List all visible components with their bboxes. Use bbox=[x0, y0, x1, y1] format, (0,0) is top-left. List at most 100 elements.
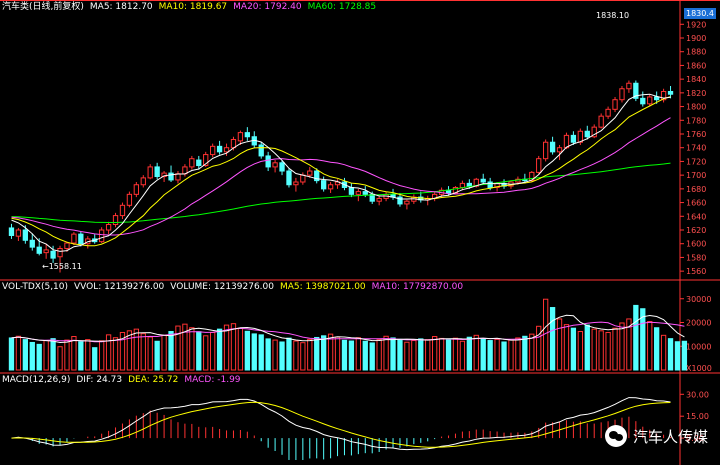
vol-ma10-label: MA10: 17792870.00 bbox=[371, 282, 464, 292]
candle-up bbox=[223, 147, 230, 153]
candle-up bbox=[105, 224, 112, 231]
candle-up bbox=[43, 249, 49, 254]
volume-bar bbox=[390, 337, 396, 371]
candle-up bbox=[307, 170, 313, 176]
candle-down bbox=[369, 193, 375, 202]
price-ytick-label: 1660 bbox=[686, 199, 706, 208]
price-ytick-label: 1680 bbox=[686, 185, 706, 194]
price-ytick-label: 1580 bbox=[686, 253, 706, 262]
candle-up bbox=[459, 182, 466, 188]
volume-bar bbox=[272, 339, 278, 371]
candle-up bbox=[591, 126, 597, 138]
price-ytick-label: 1600 bbox=[686, 240, 706, 249]
volume-bar bbox=[418, 338, 424, 371]
macd-ytick-label: 15.00 bbox=[686, 412, 709, 421]
candle-down bbox=[29, 239, 35, 248]
candle-up bbox=[237, 132, 244, 142]
volume-bar bbox=[216, 328, 223, 371]
volume-bar bbox=[473, 334, 479, 371]
low-annotation-value: 1558.11 bbox=[48, 262, 82, 271]
candle-up bbox=[126, 193, 133, 206]
ma5-label: MA5: 1812.70 bbox=[89, 2, 153, 12]
ma60-label: MA60: 1728.85 bbox=[307, 2, 377, 12]
candle-down bbox=[570, 134, 577, 143]
candle-down bbox=[348, 186, 355, 195]
candle-down bbox=[78, 233, 84, 245]
macd-value-label: MACD: -1.99 bbox=[184, 375, 241, 385]
price-ytick-label: 1740 bbox=[686, 144, 706, 153]
macd-panel-header: MACD(12,26,9) DIF: 24.73 DEA: 25.72 MACD: -… bbox=[2, 375, 247, 386]
volume-title: VOL-TDX(5,10) bbox=[2, 282, 69, 292]
current-price-tag: 1830.4 bbox=[684, 8, 716, 19]
volume-bar bbox=[640, 308, 646, 371]
vol-ma5-label: MA5: 13987021.00 bbox=[280, 282, 366, 292]
volume-bar bbox=[348, 340, 355, 371]
price-ytick-label: 1780 bbox=[686, 116, 706, 125]
candle-up bbox=[57, 248, 63, 258]
candle-up bbox=[140, 177, 146, 186]
volume-bar bbox=[182, 323, 188, 371]
volume-unit-label: X1000 bbox=[686, 364, 712, 373]
price-ytick-label: 1880 bbox=[686, 48, 706, 57]
volume-bar bbox=[536, 325, 542, 371]
candle-down bbox=[50, 250, 56, 259]
volume-bar bbox=[43, 340, 49, 371]
volume-bar bbox=[515, 337, 521, 371]
volume-bar bbox=[279, 341, 285, 371]
candle-down bbox=[36, 246, 42, 254]
candle-up bbox=[161, 172, 167, 178]
volume-bar bbox=[445, 339, 452, 371]
volume-bar bbox=[383, 335, 389, 371]
candle-up bbox=[536, 158, 542, 173]
volume-label: VOLUME: 12139276.00 bbox=[170, 282, 274, 292]
dea-line bbox=[11, 401, 671, 448]
volume-bar bbox=[265, 338, 271, 371]
volume-bar bbox=[584, 324, 590, 371]
volume-bar bbox=[529, 333, 535, 371]
volume-bar bbox=[321, 335, 327, 371]
volume-bar bbox=[22, 339, 28, 371]
volume-bar bbox=[404, 341, 410, 371]
macd-ytick-label: 0.00 bbox=[686, 434, 704, 443]
volume-bar bbox=[591, 328, 597, 371]
price-ytick-label: 1620 bbox=[686, 226, 706, 235]
volume-bar bbox=[425, 339, 431, 371]
volume-bar bbox=[452, 337, 459, 371]
volume-bar bbox=[203, 335, 209, 371]
volume-bar bbox=[563, 324, 570, 371]
volume-bar bbox=[369, 342, 375, 371]
price-title: 汽车类(日线,前复权) bbox=[2, 2, 84, 12]
candle-down bbox=[549, 141, 556, 153]
candle-up bbox=[598, 115, 604, 128]
volume-bar bbox=[480, 338, 486, 371]
volume-bar bbox=[612, 327, 618, 371]
volume-bar bbox=[376, 339, 382, 371]
candle-up bbox=[647, 96, 653, 105]
vvol-label: VVOL: 12139276.00 bbox=[74, 282, 165, 292]
candle-down bbox=[667, 90, 674, 95]
candle-down bbox=[466, 182, 472, 187]
candle-up bbox=[404, 200, 410, 205]
price-panel-header: 汽车类(日线,前复权) MA5: 1812.70 MA10: 1819.67 MA20… bbox=[2, 2, 382, 13]
price-ytick-label: 1700 bbox=[686, 171, 706, 180]
volume-bar bbox=[293, 340, 299, 371]
candle-up bbox=[189, 158, 195, 168]
candle-down bbox=[362, 191, 368, 195]
macd-title: MACD(12,26,9) bbox=[2, 375, 71, 385]
candle-down bbox=[8, 227, 15, 236]
dea-label: DEA: 25.72 bbox=[128, 375, 179, 385]
candle-up bbox=[133, 184, 139, 195]
volume-ma10-line bbox=[11, 321, 685, 343]
volume-ytick-label: 30000 bbox=[686, 295, 711, 304]
price-ytick-label: 1640 bbox=[686, 212, 706, 221]
volume-bar bbox=[237, 327, 244, 371]
macd-ytick-label: 30.00 bbox=[686, 390, 709, 399]
volume-bar bbox=[459, 340, 466, 371]
volume-ma5-line bbox=[11, 314, 685, 344]
price-ytick-label: 1820 bbox=[686, 89, 706, 98]
volume-bar bbox=[57, 346, 63, 371]
candle-down bbox=[216, 145, 223, 153]
volume-bar bbox=[189, 327, 195, 371]
